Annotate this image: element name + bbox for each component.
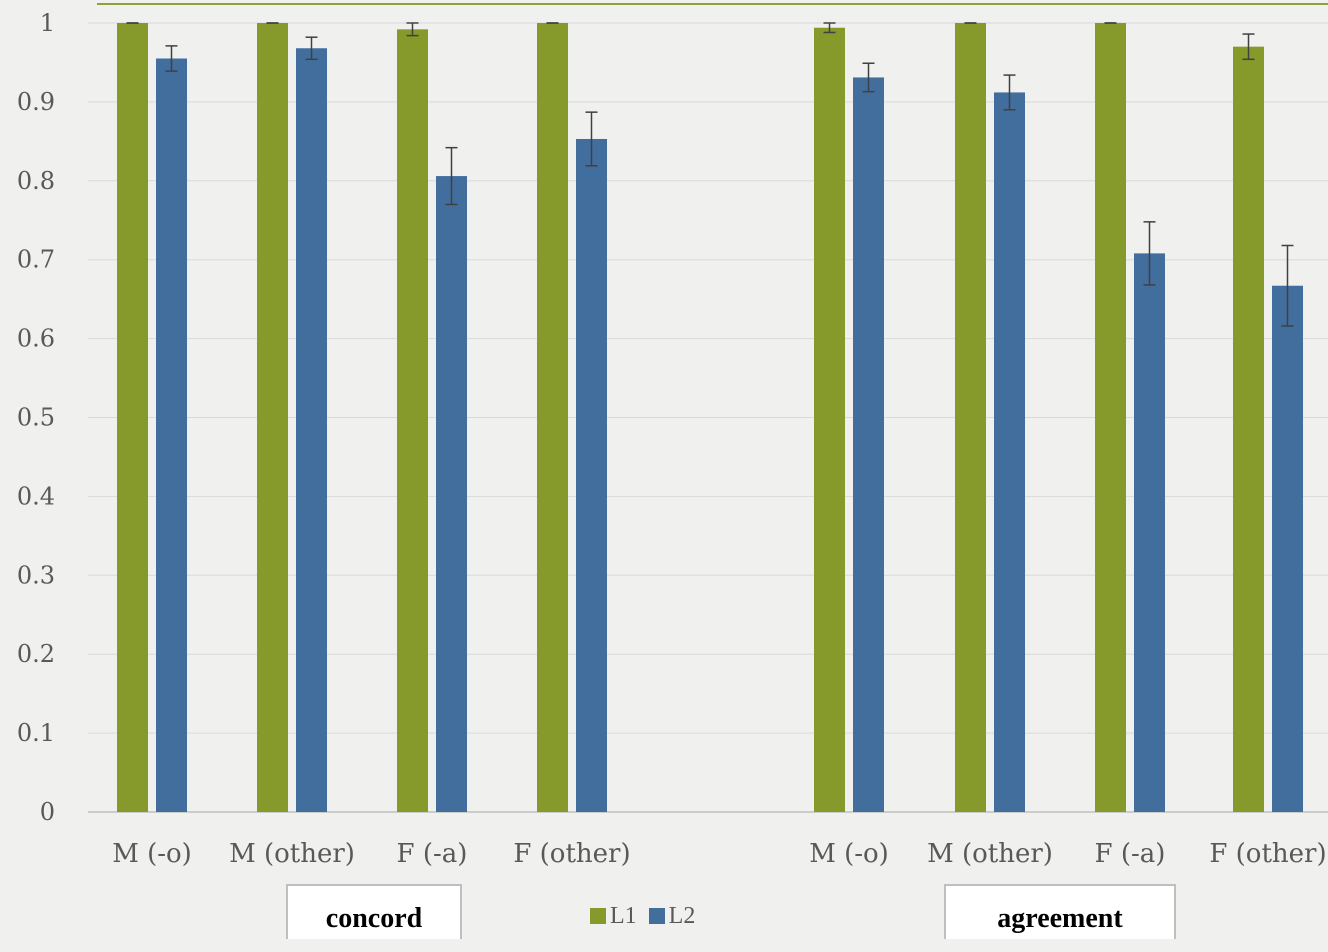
bar-l1 — [537, 23, 568, 812]
legend-swatch-l2 — [648, 908, 665, 924]
x-tick-label: M (other) — [229, 839, 355, 869]
y-tick-label: 0.6 — [17, 325, 55, 353]
bar-l1 — [814, 27, 845, 812]
y-tick-label: 0.1 — [17, 719, 55, 747]
y-tick-label: 0.5 — [17, 404, 55, 432]
legend-label-l1: L1 — [610, 902, 637, 929]
legend-label-l2: L2 — [668, 902, 696, 929]
group-label-agreement: agreement — [944, 884, 1176, 939]
x-tick-label: F (-a) — [397, 839, 468, 869]
y-tick-label: 0.7 — [17, 246, 55, 274]
x-tick-label: M (-o) — [112, 839, 192, 869]
y-tick-label: 0.2 — [17, 640, 55, 668]
y-tick-label: 0.8 — [17, 167, 55, 195]
y-tick-label: 0 — [40, 798, 55, 826]
group-label-agreement-text: agreement — [997, 903, 1123, 934]
legend: L1 L2 — [590, 900, 707, 932]
bar-l2 — [296, 48, 327, 813]
legend-item-l1: L1 — [590, 903, 637, 930]
bar-l1 — [257, 23, 288, 812]
bar-l1 — [117, 23, 148, 812]
y-tick-label: 0.9 — [17, 88, 55, 116]
x-tick-label: F (-a) — [1095, 839, 1166, 869]
x-tick-label: F (other) — [513, 839, 630, 869]
bar-l2 — [1272, 285, 1303, 812]
group-label-concord: concord — [286, 884, 462, 939]
y-tick-label: 1 — [40, 9, 55, 37]
x-tick-label: M (other) — [927, 839, 1053, 869]
x-tick-label: F (other) — [1209, 839, 1326, 869]
bar-l2 — [576, 138, 607, 812]
legend-item-l2: L2 — [648, 902, 696, 930]
bar-l1 — [397, 29, 428, 812]
bar-l2 — [853, 77, 884, 813]
y-tick-label: 0.4 — [17, 482, 55, 510]
bar-l1 — [1233, 46, 1264, 813]
group-label-concord-text: concord — [325, 903, 423, 934]
bar-l2 — [1134, 253, 1165, 812]
bar-l2 — [994, 92, 1025, 812]
legend-swatch-l1 — [590, 908, 606, 924]
bar-l2 — [436, 176, 467, 813]
bar-l2 — [156, 58, 187, 812]
bar-l1 — [955, 23, 986, 812]
y-tick-label: 0.3 — [17, 561, 55, 589]
x-tick-label: M (-o) — [809, 839, 889, 869]
bar-l1 — [1095, 23, 1126, 812]
